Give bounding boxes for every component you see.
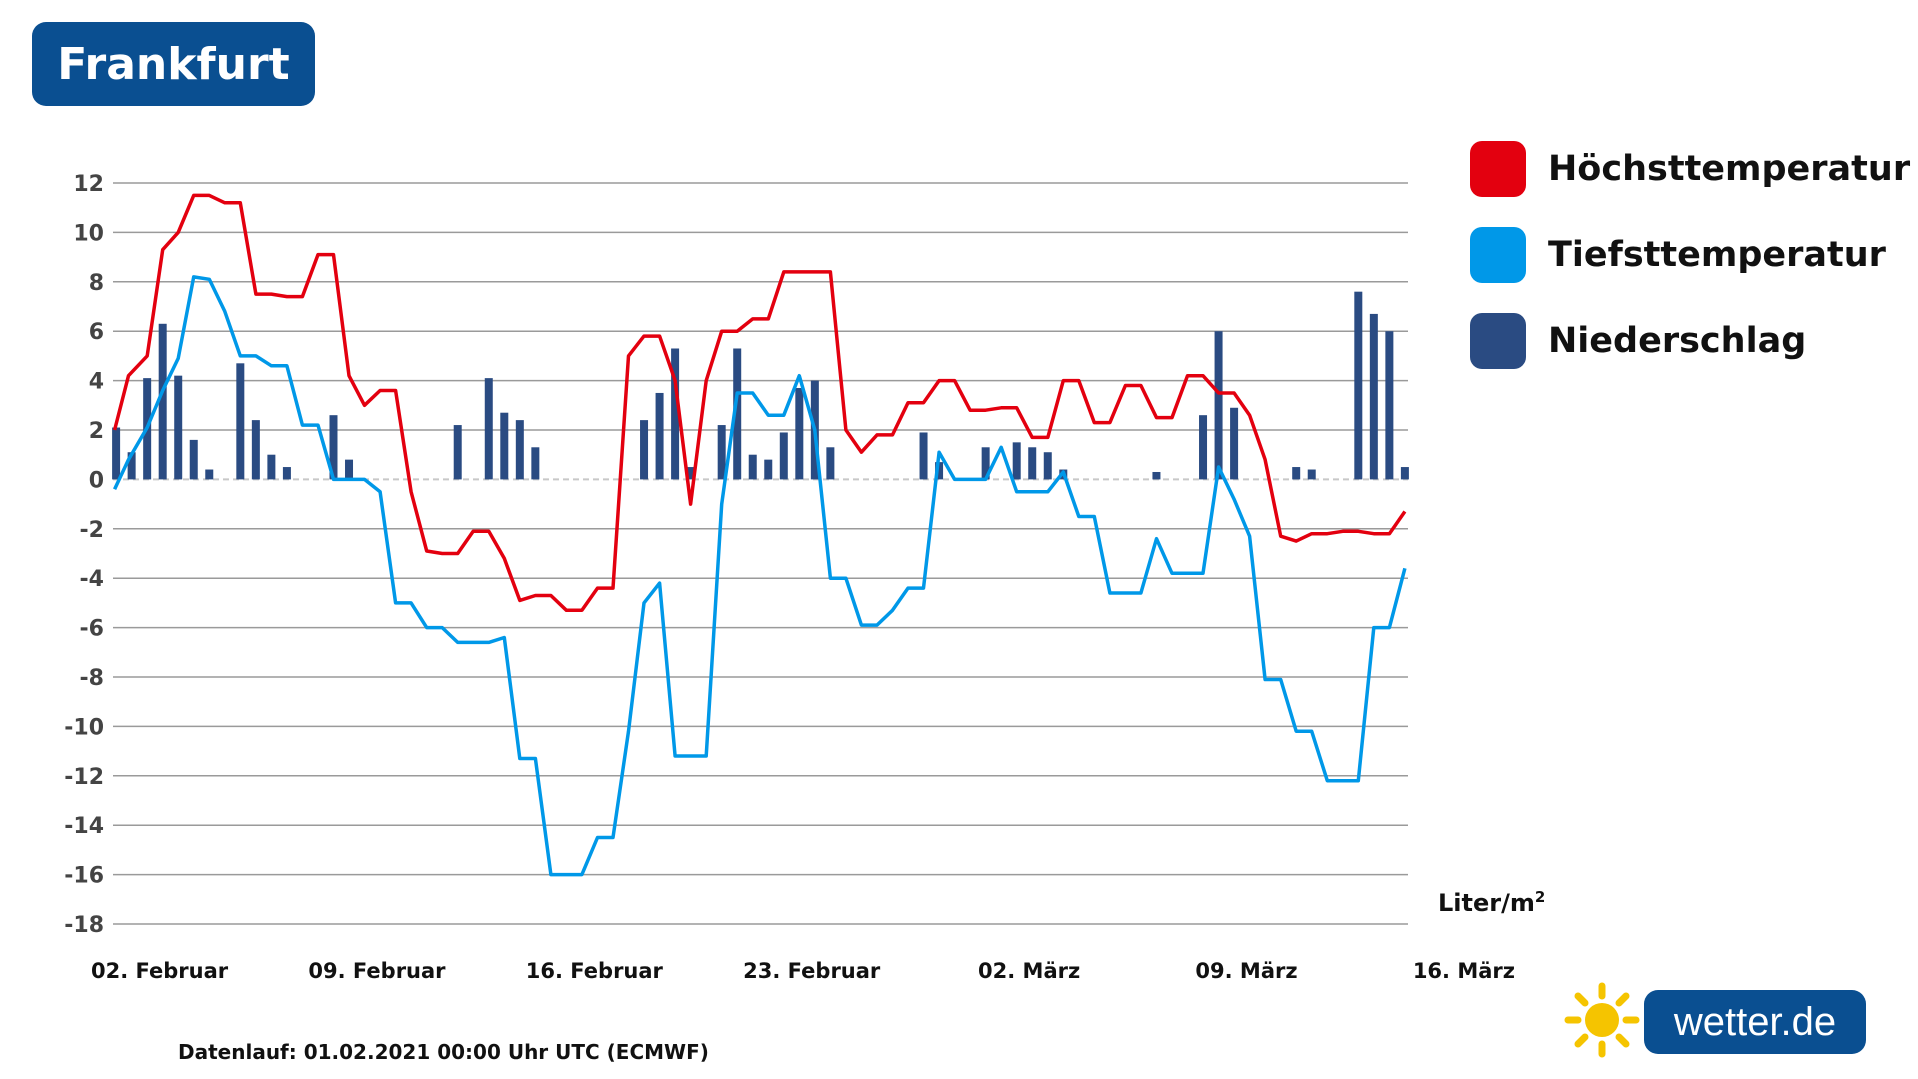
y-tick-label: -4: [80, 567, 104, 592]
y-tick-label: 10: [73, 221, 104, 246]
precipitation-bar: [1307, 469, 1316, 480]
precipitation-bar: [981, 447, 990, 480]
y-tick-label: 2: [89, 419, 104, 444]
y-tick-label: -6: [80, 617, 104, 642]
y-tick-label: -8: [80, 666, 104, 691]
y-tick-label: -10: [64, 715, 104, 740]
legend-label-max-temp: Höchsttemperatur: [1548, 149, 1911, 189]
y-tick-label: 8: [89, 271, 104, 296]
precipitation-bar: [1043, 452, 1052, 480]
precipitation-bar: [500, 412, 509, 480]
unit-text: Liter/m: [1438, 889, 1535, 917]
x-tick-label: 09. Februar: [308, 959, 446, 983]
precipitation-bar: [251, 420, 260, 480]
legend-swatch-precipitation: [1470, 313, 1526, 369]
legend-item-precipitation: Niederschlag: [1470, 312, 1910, 370]
precipitation-bar: [1012, 442, 1021, 480]
y-tick-label: 0: [89, 468, 104, 493]
precipitation-bar: [655, 392, 664, 480]
precipitation-bar: [236, 363, 245, 480]
precipitation-bar: [453, 425, 462, 480]
precipitation-bar: [267, 454, 276, 480]
wetter-logo[interactable]: wetter.de: [1562, 980, 1872, 1060]
x-axis-labels: 02. Februar 09. Februar 16. Februar 23. Feb…: [91, 959, 1515, 983]
data-run-note: Datenlauf: 01.02.2021 00:00 Uhr UTC (ECM…: [178, 1040, 709, 1064]
precipitation-bar: [1400, 467, 1409, 480]
precipitation-bar: [935, 462, 944, 480]
precipitation-bar: [826, 447, 835, 480]
precipitation-bar: [795, 388, 804, 480]
legend-label-min-temp: Tiefsttemperatur: [1548, 235, 1886, 275]
min-temperature-line: [113, 275, 1407, 877]
sun-icon: [1564, 982, 1640, 1058]
max-temperature-line: [112, 193, 1407, 613]
city-title: Frankfurt: [32, 22, 315, 106]
precipitation-bar: [205, 469, 214, 480]
y-tick-label: 12: [73, 172, 104, 197]
precipitation-bar: [764, 459, 773, 480]
precipitation-bar: [112, 427, 121, 480]
x-tick-label: 16. März: [1413, 959, 1515, 983]
y-tick-label: -18: [64, 913, 104, 938]
y-tick-label: 4: [89, 370, 104, 395]
precipitation-bar: [1369, 313, 1378, 480]
precipitation-bar: [282, 467, 291, 480]
legend-item-max-temp: Höchsttemperatur: [1470, 140, 1910, 198]
precipitation-bar: [919, 432, 928, 480]
precipitation-bar: [686, 467, 695, 480]
y-tick-label: -12: [64, 765, 104, 790]
precipitation-bar: [1230, 407, 1239, 480]
precipitation-bar: [158, 323, 167, 480]
legend-label-precipitation: Niederschlag: [1548, 321, 1807, 361]
x-tick-label: 09. März: [1195, 959, 1297, 983]
precipitation-bar: [329, 415, 338, 480]
precipitation-bar: [748, 454, 757, 480]
precipitation-bars: [112, 291, 1409, 480]
y-tick-label: -14: [64, 814, 104, 839]
legend: Höchsttemperatur Tiefsttemperatur Nieder…: [1470, 140, 1910, 398]
precipitation-bar: [127, 452, 136, 480]
precipitation-bar: [1152, 471, 1161, 480]
precipitation-bar: [671, 348, 680, 480]
precipitation-bar: [531, 447, 540, 480]
temperature-lines: [112, 193, 1407, 877]
legend-swatch-min-temp: [1470, 227, 1526, 283]
precipitation-bar: [345, 459, 354, 480]
precipitation-bar: [1214, 331, 1223, 480]
precipitation-bar: [515, 420, 524, 480]
precipitation-bar: [1354, 291, 1363, 480]
precipitation-bar: [640, 420, 649, 480]
y-axis-labels: 12 10 8 6 4 2 0 -2 -4 -6 -8 -10 -12 -14 -16 -18: [64, 172, 104, 938]
legend-swatch-max-temp: [1470, 141, 1526, 197]
x-tick-label: 02. März: [978, 959, 1080, 983]
precipitation-bar: [484, 378, 493, 480]
x-tick-label: 23. Februar: [743, 959, 881, 983]
precipitation-bar: [779, 432, 788, 480]
precipitation-bar: [1292, 467, 1301, 480]
x-tick-label: 02. Februar: [91, 959, 229, 983]
y-tick-label: 6: [89, 320, 104, 345]
x-tick-label: 16. Februar: [526, 959, 664, 983]
legend-item-min-temp: Tiefsttemperatur: [1470, 226, 1910, 284]
precipitation-unit: Liter/m2: [1438, 888, 1545, 917]
grid-lines: [113, 182, 1408, 925]
precipitation-bar: [733, 348, 742, 480]
precipitation-bar: [174, 375, 183, 480]
y-tick-label: -16: [64, 864, 104, 889]
precipitation-bar: [1199, 415, 1208, 480]
logo-wordmark: wetter.de: [1644, 990, 1866, 1054]
precipitation-bar: [1028, 447, 1037, 480]
precipitation-bar: [1385, 331, 1394, 480]
y-tick-label: -2: [80, 518, 104, 543]
precipitation-bar: [717, 425, 726, 480]
precipitation-bar: [189, 439, 198, 480]
unit-superscript: 2: [1534, 888, 1546, 906]
